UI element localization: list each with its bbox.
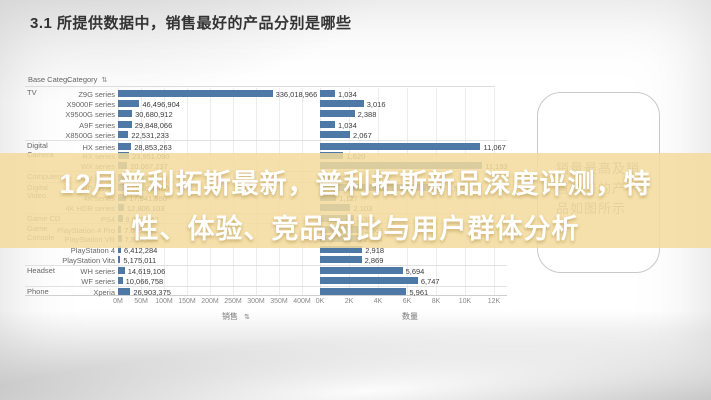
axis-tick-label: 10K <box>458 298 472 305</box>
value-label: 26,903,375 <box>133 288 171 298</box>
axis-ticks: 0M 50M 100M 150M 200M 250M 300M 350M 400M 0K 2K 4K 6… <box>25 298 507 308</box>
value-label: 5,175,011 <box>123 255 157 265</box>
axis-sort-icon[interactable]: ⇅ <box>244 314 251 321</box>
column-header-base-category: Base Categ.. <box>28 75 72 84</box>
bar[interactable] <box>118 142 132 150</box>
value-label: 2,388 <box>357 110 377 120</box>
category-label[interactable]: WH series <box>80 267 115 277</box>
axis-tick-label: 0K <box>315 298 325 305</box>
axis-tick-label: 0M <box>113 298 123 305</box>
bar[interactable] <box>320 276 418 284</box>
value-label: 30,680,912 <box>135 110 173 120</box>
category-label[interactable]: X9000F series <box>66 99 115 109</box>
table-row: Headset WH series 14,619,106 5,694 <box>25 264 507 277</box>
bar[interactable] <box>320 255 362 263</box>
background-gradient-top <box>0 0 440 120</box>
group-label: TV <box>27 88 37 97</box>
value-label: 22,531,233 <box>131 131 169 141</box>
axis-tick-label: 300M <box>247 298 265 305</box>
bar[interactable] <box>118 288 131 296</box>
group-label: Headset <box>27 265 55 275</box>
bar[interactable] <box>118 255 121 263</box>
table-row: TV Z9G series 336,018,966 1,034 <box>25 88 507 98</box>
axis-tick-label: 12K <box>487 298 501 305</box>
axis-tick-label: 250M <box>224 298 242 305</box>
category-label[interactable]: WF series <box>81 276 115 286</box>
category-label[interactable]: HX series <box>82 142 115 152</box>
bar[interactable] <box>118 267 125 275</box>
value-label: 10,066,758 <box>125 276 164 286</box>
column-header-category: Category ⇅ <box>67 75 108 84</box>
bar[interactable] <box>320 110 355 118</box>
value-label: 29,848,066 <box>134 120 173 130</box>
category-label[interactable]: PlayStation 4 <box>70 245 115 255</box>
bar[interactable] <box>320 99 364 107</box>
table-row: PlayStation 4 6,412,284 2,918 <box>25 244 507 255</box>
value-label: 2,869 <box>364 255 384 265</box>
group-label: Phone <box>27 286 49 296</box>
table-row: Phone Xperia 26,903,375 5,961 <box>25 285 507 298</box>
value-label: 11,067 <box>483 142 506 152</box>
axis-title-quantity: 数量 <box>402 312 418 321</box>
category-label[interactable]: PlayStation Vita <box>62 255 115 265</box>
axis-tick-label: 350M <box>270 298 288 305</box>
bar[interactable] <box>118 276 123 284</box>
bar[interactable] <box>118 89 273 97</box>
bar[interactable] <box>320 142 481 150</box>
page-title: 3.1 所提供数据中，销售最好的产品分别是哪些 <box>30 15 352 32</box>
axis-tick-label: 100M <box>155 298 173 305</box>
table-row: X9500G series 30,680,912 2,388 <box>25 109 507 119</box>
table-row: PlayStation Vita 5,175,011 2,869 <box>25 254 507 265</box>
bar[interactable] <box>118 120 132 128</box>
bar[interactable] <box>118 99 140 107</box>
table-row: X8500G series 22,531,233 2,067 <box>25 130 507 140</box>
bar[interactable] <box>320 267 403 275</box>
bar[interactable] <box>320 120 335 128</box>
value-label: 336,018,966 <box>275 89 318 99</box>
value-label: 5,694 <box>405 267 425 277</box>
axis-tick-label: 150M <box>178 298 196 305</box>
table-row: X9000F series 46,496,904 3,016 <box>25 98 507 109</box>
value-label: 3,016 <box>366 99 386 109</box>
axis-tick-label: 4K <box>373 298 383 305</box>
category-label[interactable]: X9500G series <box>65 110 115 120</box>
bar[interactable] <box>320 131 350 139</box>
value-label: 6,747 <box>420 276 440 286</box>
axis-tick-label: 6K <box>402 298 412 305</box>
bar[interactable] <box>118 245 121 253</box>
value-label: 6,412,284 <box>123 245 158 255</box>
axis-title-sales: 销售 ⇅ <box>221 312 251 321</box>
axis-tick-label: 8K <box>431 298 441 305</box>
value-label: 1,034 <box>337 120 357 130</box>
bar[interactable] <box>118 110 133 118</box>
value-label: 28,853,263 <box>134 142 172 152</box>
axis-tick-label: 50M <box>134 298 148 305</box>
chart-header: Base Categ.. Category ⇅ <box>25 74 495 87</box>
axis-tick-label: 200M <box>201 298 219 305</box>
sort-icon[interactable]: ⇅ <box>101 77 108 84</box>
table-row: A9F series 29,848,066 1,034 <box>25 119 507 130</box>
value-label: 2,918 <box>365 245 385 255</box>
category-label[interactable]: Z9G series <box>78 89 115 99</box>
banner-title-line-1: 12月普利拓斯最新，普利拓斯新品深度评测，特 <box>59 169 652 199</box>
bar[interactable] <box>320 288 407 296</box>
category-label[interactable]: X8500G series <box>65 131 115 141</box>
banner-title-line-2: 性、体验、竞品对比与用户群体分析 <box>131 214 580 244</box>
bar[interactable] <box>320 89 335 97</box>
table-row: WF series 10,066,758 6,747 <box>25 275 507 286</box>
category-label[interactable]: Xperia <box>93 288 115 298</box>
bar[interactable] <box>118 131 129 139</box>
bar[interactable] <box>320 245 363 253</box>
value-label: 1,034 <box>337 89 357 99</box>
axis-tick-label: 400M <box>293 298 311 305</box>
overlay-banner: 12月普利拓斯最新，普利拓斯新品深度评测，特 性、体验、竞品对比与用户群体分析 <box>0 153 711 248</box>
category-label[interactable]: A9F series <box>79 120 115 130</box>
value-label: 46,496,904 <box>142 99 180 109</box>
axis-tick-label: 2K <box>344 298 354 305</box>
value-label: 5,961 <box>409 288 429 298</box>
value-label: 14,619,106 <box>127 267 166 277</box>
value-label: 2,067 <box>352 131 372 141</box>
